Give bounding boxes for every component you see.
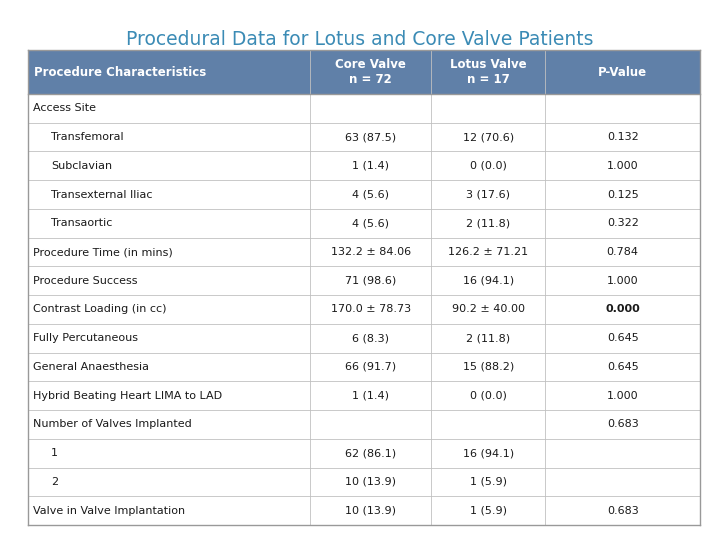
Bar xyxy=(28,496,700,525)
Text: Procedural Data for Lotus and Core Valve Patients: Procedural Data for Lotus and Core Valve… xyxy=(126,30,594,49)
Text: Hybrid Beating Heart LIMA to LAD: Hybrid Beating Heart LIMA to LAD xyxy=(33,391,222,401)
Bar xyxy=(28,468,700,496)
Text: 4 (5.6): 4 (5.6) xyxy=(352,190,390,200)
Bar xyxy=(28,266,700,295)
Text: 0.645: 0.645 xyxy=(607,333,639,343)
Text: 90.2 ± 40.00: 90.2 ± 40.00 xyxy=(452,305,525,314)
Text: 1 (5.9): 1 (5.9) xyxy=(470,505,507,516)
Text: 4 (5.6): 4 (5.6) xyxy=(352,218,390,228)
Text: Procedure Success: Procedure Success xyxy=(33,276,138,286)
Bar xyxy=(28,50,700,94)
Text: Number of Valves Implanted: Number of Valves Implanted xyxy=(33,420,192,429)
Text: 12 (70.6): 12 (70.6) xyxy=(463,132,514,142)
Text: 0.683: 0.683 xyxy=(607,505,639,516)
Bar xyxy=(28,238,700,266)
Text: 0.125: 0.125 xyxy=(607,190,639,200)
Text: 2: 2 xyxy=(51,477,58,487)
Text: 10 (13.9): 10 (13.9) xyxy=(345,505,396,516)
Text: 16 (94.1): 16 (94.1) xyxy=(463,276,514,286)
Bar xyxy=(28,123,700,151)
Text: 0 (0.0): 0 (0.0) xyxy=(470,391,507,401)
Text: 132.2 ± 84.06: 132.2 ± 84.06 xyxy=(330,247,411,257)
Text: 0.132: 0.132 xyxy=(607,132,639,142)
Bar xyxy=(28,209,700,238)
Bar xyxy=(28,324,700,353)
Text: 0.683: 0.683 xyxy=(607,420,639,429)
Text: 0.784: 0.784 xyxy=(607,247,639,257)
Text: 1 (5.9): 1 (5.9) xyxy=(470,477,507,487)
Text: 71 (98.6): 71 (98.6) xyxy=(345,276,396,286)
Text: 2 (11.8): 2 (11.8) xyxy=(467,333,510,343)
Text: 63 (87.5): 63 (87.5) xyxy=(345,132,396,142)
Text: Transaortic: Transaortic xyxy=(51,218,112,228)
Bar xyxy=(28,151,700,180)
Text: 62 (86.1): 62 (86.1) xyxy=(345,448,396,458)
Text: 3 (17.6): 3 (17.6) xyxy=(467,190,510,200)
Text: 1.000: 1.000 xyxy=(607,161,639,171)
Text: 1: 1 xyxy=(51,448,58,458)
Text: General Anaesthesia: General Anaesthesia xyxy=(33,362,149,372)
Bar xyxy=(28,295,700,324)
Text: 2 (11.8): 2 (11.8) xyxy=(467,218,510,228)
Text: P-Value: P-Value xyxy=(598,65,647,78)
Text: 1 (1.4): 1 (1.4) xyxy=(352,391,390,401)
Bar xyxy=(28,439,700,468)
Text: 1.000: 1.000 xyxy=(607,276,639,286)
Text: 66 (91.7): 66 (91.7) xyxy=(345,362,396,372)
Text: 1 (1.4): 1 (1.4) xyxy=(352,161,390,171)
Bar xyxy=(28,180,700,209)
Text: Subclavian: Subclavian xyxy=(51,161,112,171)
Bar xyxy=(28,381,700,410)
Bar xyxy=(28,410,700,439)
Text: Procedure Characteristics: Procedure Characteristics xyxy=(34,65,206,78)
Text: Core Valve
n = 72: Core Valve n = 72 xyxy=(336,58,406,86)
Text: Valve in Valve Implantation: Valve in Valve Implantation xyxy=(33,505,185,516)
Text: Fully Percutaneous: Fully Percutaneous xyxy=(33,333,138,343)
Text: Transfemoral: Transfemoral xyxy=(51,132,124,142)
Text: 0 (0.0): 0 (0.0) xyxy=(470,161,507,171)
Text: 10 (13.9): 10 (13.9) xyxy=(345,477,396,487)
Text: 126.2 ± 71.21: 126.2 ± 71.21 xyxy=(449,247,528,257)
Text: 0.000: 0.000 xyxy=(606,305,640,314)
Text: 1.000: 1.000 xyxy=(607,391,639,401)
Text: 15 (88.2): 15 (88.2) xyxy=(463,362,514,372)
Text: 6 (8.3): 6 (8.3) xyxy=(352,333,390,343)
Text: 16 (94.1): 16 (94.1) xyxy=(463,448,514,458)
Text: Contrast Loading (in cc): Contrast Loading (in cc) xyxy=(33,305,166,314)
Bar xyxy=(28,94,700,123)
Text: Lotus Valve
n = 17: Lotus Valve n = 17 xyxy=(450,58,526,86)
Text: Access Site: Access Site xyxy=(33,103,96,113)
Text: Transexternal Iliac: Transexternal Iliac xyxy=(51,190,153,200)
Text: 170.0 ± 78.73: 170.0 ± 78.73 xyxy=(330,305,411,314)
Text: 0.645: 0.645 xyxy=(607,362,639,372)
Text: 0.322: 0.322 xyxy=(607,218,639,228)
Text: Procedure Time (in mins): Procedure Time (in mins) xyxy=(33,247,173,257)
Bar xyxy=(28,353,700,381)
